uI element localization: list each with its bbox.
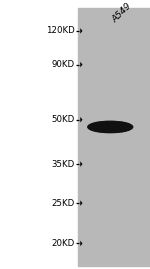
Ellipse shape <box>92 122 128 132</box>
Text: A549: A549 <box>110 1 133 24</box>
Ellipse shape <box>90 122 131 132</box>
Ellipse shape <box>99 124 121 130</box>
Ellipse shape <box>89 122 132 132</box>
Ellipse shape <box>102 125 118 129</box>
Ellipse shape <box>93 123 127 131</box>
Text: 25KD: 25KD <box>52 199 75 208</box>
Ellipse shape <box>91 122 129 132</box>
Ellipse shape <box>100 125 120 129</box>
Ellipse shape <box>98 124 123 130</box>
Ellipse shape <box>99 124 122 130</box>
Ellipse shape <box>103 125 117 129</box>
Ellipse shape <box>88 121 133 133</box>
Text: 50KD: 50KD <box>52 115 75 124</box>
Ellipse shape <box>96 123 125 130</box>
Text: 120KD: 120KD <box>46 26 75 36</box>
Ellipse shape <box>104 125 117 129</box>
Bar <box>78 8 150 266</box>
Text: 20KD: 20KD <box>52 239 75 248</box>
Ellipse shape <box>101 125 119 129</box>
Ellipse shape <box>94 123 126 131</box>
Text: 35KD: 35KD <box>52 160 75 169</box>
Ellipse shape <box>90 122 130 132</box>
Text: 90KD: 90KD <box>52 60 75 69</box>
Ellipse shape <box>95 123 126 131</box>
Ellipse shape <box>97 123 124 130</box>
